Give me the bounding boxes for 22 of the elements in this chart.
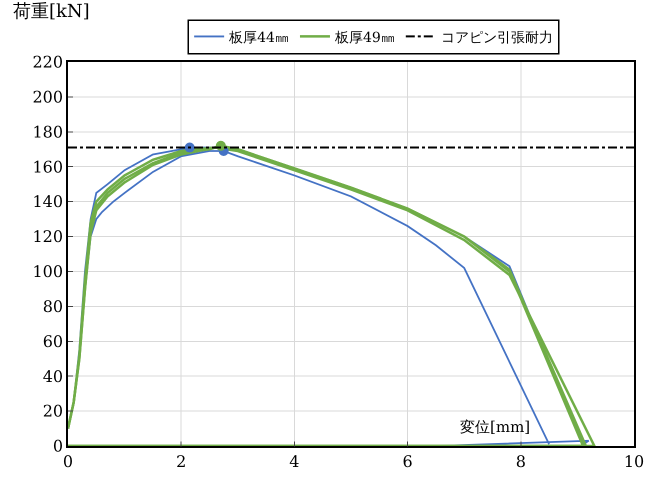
- y-tick-label: 80: [42, 296, 64, 316]
- y-tick-label: 0: [52, 436, 64, 456]
- y-tick-label: 60: [42, 332, 64, 351]
- legend-label: 板厚44㎜: [228, 30, 289, 46]
- y-tick-label: 200: [32, 88, 64, 107]
- y-tick-label: 100: [32, 262, 64, 282]
- y-tick-label: 160: [32, 157, 64, 176]
- y-tick-label: 140: [32, 192, 64, 212]
- legend-label: 板厚49㎜: [334, 30, 395, 46]
- legend-label: コアピン引張耐力: [440, 30, 553, 46]
- y-tick-label: 220: [32, 52, 64, 72]
- x-tick-label: 6: [402, 452, 413, 471]
- y-tick-label: 120: [32, 227, 64, 246]
- x-tick-label: 8: [516, 452, 526, 471]
- x-tick-label: 4: [289, 452, 300, 471]
- x-tick-label: 10: [624, 452, 644, 471]
- x-axis-title: 変位[mm]: [460, 418, 530, 436]
- y-tick-label: 40: [42, 366, 64, 386]
- x-tick-label: 2: [176, 452, 186, 471]
- y-tick-label: 180: [32, 122, 64, 142]
- y-axis-title: 荷重[kN]: [13, 1, 90, 22]
- y-tick-label: 20: [42, 402, 64, 421]
